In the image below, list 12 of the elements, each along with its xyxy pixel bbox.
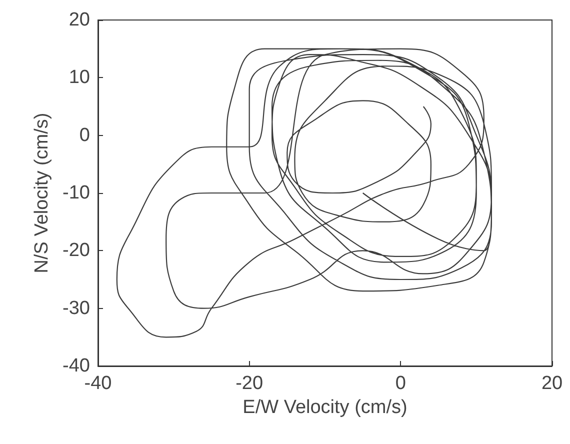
x-tick-label: 20 [541,373,563,394]
y-tick-label: -10 [62,182,90,204]
line-series [116,48,492,338]
y-tick-label: 20 [68,10,90,30]
y-tick-label: -20 [62,240,90,262]
x-axis-title: E/W Velocity (cm/s) [242,397,408,418]
x-tick-label: 0 [395,373,406,394]
y-tick-label: 0 [79,124,90,146]
y-axis-title: N/S Velocity (cm/s) [32,112,53,274]
y-tick-label: -30 [62,298,90,319]
x-tick-label: -20 [236,373,264,394]
y-tick-label: 10 [68,67,90,88]
